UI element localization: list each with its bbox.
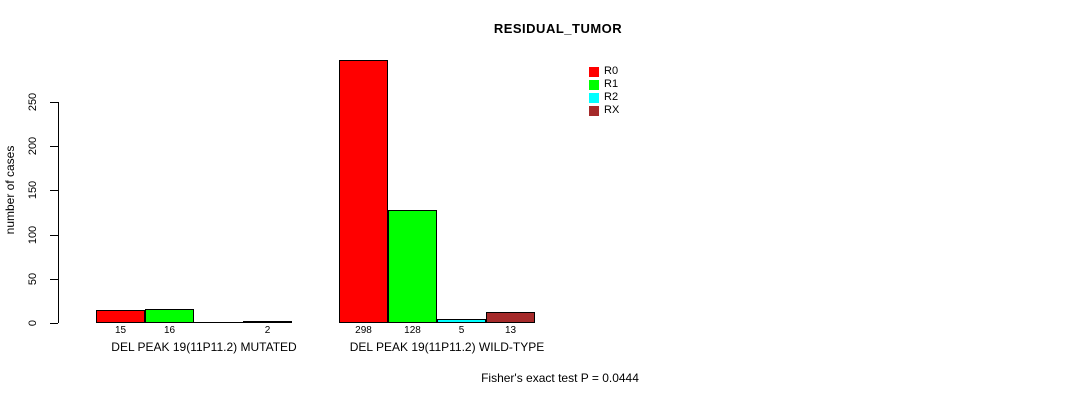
x-baseline	[96, 322, 292, 323]
legend-label: RX	[604, 104, 620, 116]
bar-r1-group2	[388, 210, 437, 323]
y-tick-label: 50	[27, 272, 39, 286]
legend-swatch-rx	[589, 105, 599, 116]
bar-value-label: 13	[504, 325, 517, 336]
y-tick-label: 150	[27, 180, 39, 200]
legend-label: R0	[604, 65, 619, 77]
y-axis-label: number of cases	[3, 145, 17, 235]
bar-value-label: 2	[264, 325, 271, 336]
bar-r1-group1	[145, 309, 194, 323]
y-tick-label: 0	[27, 319, 39, 327]
legend-swatch-r0	[589, 66, 599, 77]
x-group-label: DEL PEAK 19(11P11.2) WILD-TYPE	[349, 340, 545, 354]
x-group-label: DEL PEAK 19(11P11.2) MUTATED	[111, 340, 297, 354]
legend-label: R2	[604, 91, 619, 103]
bar-rx-group2	[486, 312, 535, 323]
y-tick	[50, 323, 58, 324]
bar-value-label: 16	[163, 325, 176, 336]
bar-r0-group2	[339, 60, 388, 323]
legend-item-r1: R1	[589, 78, 618, 91]
bar-value-label: 15	[114, 325, 127, 336]
legend-label: R1	[604, 78, 619, 90]
legend-swatch-r2	[589, 92, 599, 103]
bar-r0-group1	[96, 310, 145, 323]
legend-item-r0: R0	[589, 65, 618, 78]
y-axis-line	[58, 102, 59, 323]
legend-item-r2: R2	[589, 91, 618, 104]
legend-item-rx: RX	[589, 104, 619, 117]
y-tick	[50, 279, 58, 280]
bar-r2-group2	[437, 319, 486, 323]
bar-value-label: 298	[355, 325, 372, 336]
y-tick	[50, 235, 58, 236]
bar-value-label: 128	[404, 325, 421, 336]
y-tick	[50, 102, 58, 103]
bar-rx-group1	[243, 321, 292, 323]
legend-swatch-r1	[589, 79, 599, 90]
y-tick	[50, 146, 58, 147]
footnote-fisher-test: Fisher's exact test P = 0.0444	[481, 371, 639, 385]
y-tick-label: 250	[27, 92, 39, 112]
chart-title: RESIDUAL_TUMOR	[493, 21, 623, 36]
bar-value-label: 5	[458, 325, 465, 336]
y-tick-label: 200	[27, 136, 39, 156]
y-tick-label: 100	[27, 225, 39, 245]
y-tick	[50, 190, 58, 191]
